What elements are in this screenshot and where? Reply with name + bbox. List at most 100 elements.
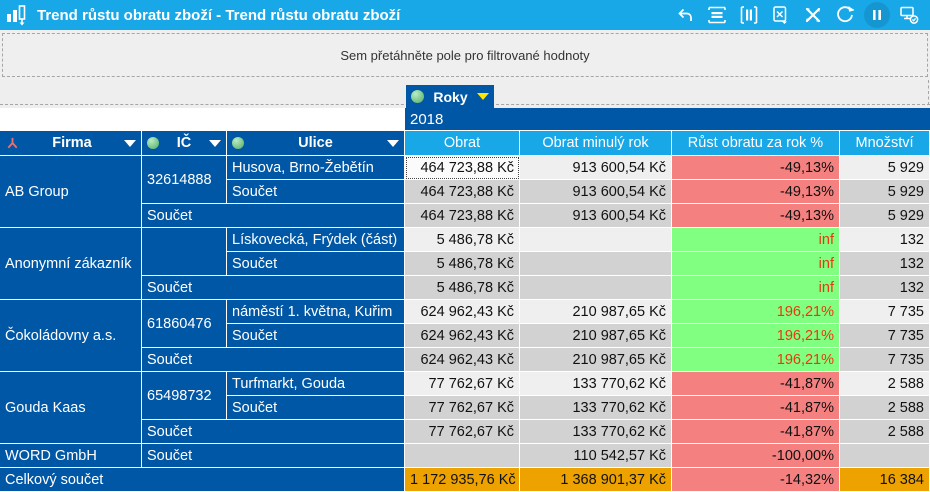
data-cell[interactable]: 210 987,65 Kč [520,348,672,372]
data-cell[interactable]: 133 770,62 Kč [520,420,672,444]
data-cell[interactable]: 210 987,65 Kč [520,324,672,348]
column-header-ic[interactable]: IČ [142,131,227,156]
row-header-cell[interactable]: Součet [227,396,405,420]
row-header-cell[interactable]: náměstí 1. května, Kuřim [227,300,405,324]
row-header-cell[interactable]: WORD GmbH [0,444,142,468]
column-header-firma[interactable]: Firma [0,131,142,156]
row-header-cell[interactable]: Součet [227,180,405,204]
data-cell[interactable] [840,444,930,468]
data-cell[interactable]: 5 929 [840,204,930,228]
data-cell[interactable]: 7 735 [840,324,930,348]
data-cell[interactable]: 624 962,43 Kč [405,348,520,372]
export-excel-icon[interactable] [768,2,794,28]
collapse-rows-icon[interactable] [704,2,730,28]
data-cell[interactable]: 196,21% [672,324,840,348]
row-header-cell[interactable]: Husova, Brno-Žebětín [227,156,405,180]
row-header-cell[interactable]: Součet [227,324,405,348]
data-cell[interactable]: 913 600,54 Kč [520,204,672,228]
data-cell[interactable]: -49,13% [672,204,840,228]
data-cell[interactable]: 1 172 935,76 Kč [405,468,520,492]
row-header-cell[interactable]: AB Group [0,156,142,228]
data-cell[interactable]: 77 762,67 Kč [405,420,520,444]
row-header-cell[interactable]: Součet [142,276,405,300]
data-cell[interactable] [520,276,672,300]
year-column-header[interactable]: 2018 [405,108,930,131]
column-drop-zone[interactable]: Roky [0,80,930,108]
data-cell[interactable]: 1 368 901,37 Kč [520,468,672,492]
data-cell[interactable]: -49,13% [672,180,840,204]
field-roky[interactable]: Roky [406,85,494,108]
data-cell[interactable]: -41,87% [672,420,840,444]
data-cell[interactable]: 133 770,62 Kč [520,396,672,420]
data-cell[interactable]: inf [672,252,840,276]
data-cell[interactable]: 464 723,88 Kč [405,204,520,228]
data-cell[interactable]: 5 929 [840,156,930,180]
row-header-cell[interactable]: Součet [142,420,405,444]
refresh-icon[interactable] [832,2,858,28]
data-cell[interactable]: 464 723,88 Kč [405,180,520,204]
data-cell[interactable]: 624 962,43 Kč [405,324,520,348]
data-cell[interactable]: inf [672,276,840,300]
data-cell[interactable]: -49,13% [672,156,840,180]
data-cell[interactable]: 464 723,88 Kč [405,156,520,180]
data-cell[interactable]: 5 929 [840,180,930,204]
row-header-cell[interactable]: Turfmarkt, Gouda [227,372,405,396]
row-header-cell[interactable]: 32614888 [142,156,227,204]
row-header-cell[interactable]: Součet [142,444,405,468]
filter-triangle-ulice-icon[interactable] [387,139,399,147]
row-header-cell[interactable]: Součet [227,252,405,276]
row-header-cell[interactable]: 65498732 [142,372,227,420]
data-cell[interactable]: 913 600,54 Kč [520,180,672,204]
filter-triangle-ic-icon[interactable] [209,139,221,147]
row-header-cell[interactable]: Gouda Kaas [0,372,142,444]
row-header-cell[interactable]: Součet [142,348,405,372]
connection-status-icon[interactable] [896,2,922,28]
data-cell[interactable] [405,444,520,468]
data-cell[interactable]: 5 486,78 Kč [405,276,520,300]
filter-drop-zone[interactable]: Sem přetáhněte pole pro filtrované hodno… [0,30,930,80]
data-cell[interactable]: 2 588 [840,372,930,396]
customize-icon[interactable] [800,2,826,28]
row-header-cell[interactable]: Celkový součet [0,468,405,492]
row-header-cell[interactable]: Lískovecká, Frýdek (část) [227,228,405,252]
data-cell[interactable]: 913 600,54 Kč [520,156,672,180]
column-header-obrat[interactable]: Obrat [405,131,520,156]
data-cell[interactable]: 210 987,65 Kč [520,300,672,324]
data-cell[interactable]: -41,87% [672,372,840,396]
data-cell[interactable]: -14,32% [672,468,840,492]
pause-icon[interactable] [864,2,890,28]
data-cell[interactable]: 110 542,57 Kč [520,444,672,468]
data-cell[interactable]: 133 770,62 Kč [520,372,672,396]
column-header-rust-obratu[interactable]: Růst obratu za rok % [672,131,840,156]
data-cell[interactable]: 77 762,67 Kč [405,396,520,420]
data-cell[interactable]: 16 384 [840,468,930,492]
data-cell[interactable]: 5 486,78 Kč [405,252,520,276]
data-cell[interactable]: 196,21% [672,300,840,324]
data-cell[interactable]: 132 [840,228,930,252]
data-cell[interactable] [520,228,672,252]
row-header-cell[interactable]: 61860476 [142,300,227,348]
data-cell[interactable]: -100,00% [672,444,840,468]
data-cell[interactable]: 132 [840,252,930,276]
data-cell[interactable]: 132 [840,276,930,300]
column-header-ulice[interactable]: Ulice [227,131,405,156]
data-cell[interactable]: 2 588 [840,420,930,444]
data-cell[interactable] [520,252,672,276]
data-cell[interactable]: 7 735 [840,300,930,324]
column-header-mnozstvi[interactable]: Množství [840,131,930,156]
row-header-cell[interactable] [142,228,227,276]
data-cell[interactable]: 2 588 [840,396,930,420]
row-header-cell[interactable]: Čokoládovny a.s. [0,300,142,372]
data-cell[interactable]: -41,87% [672,396,840,420]
filter-triangle-firma-icon[interactable] [124,139,136,147]
filter-triangle-roky-icon[interactable] [477,93,489,100]
data-cell[interactable]: 7 735 [840,348,930,372]
data-cell[interactable]: inf [672,228,840,252]
row-header-cell[interactable]: Součet [142,204,405,228]
collapse-columns-icon[interactable] [736,2,762,28]
data-cell[interactable]: 624 962,43 Kč [405,300,520,324]
row-header-cell[interactable]: Anonymní zákazník [0,228,142,300]
data-cell[interactable]: 196,21% [672,348,840,372]
data-cell[interactable]: 5 486,78 Kč [405,228,520,252]
data-cell[interactable]: 77 762,67 Kč [405,372,520,396]
